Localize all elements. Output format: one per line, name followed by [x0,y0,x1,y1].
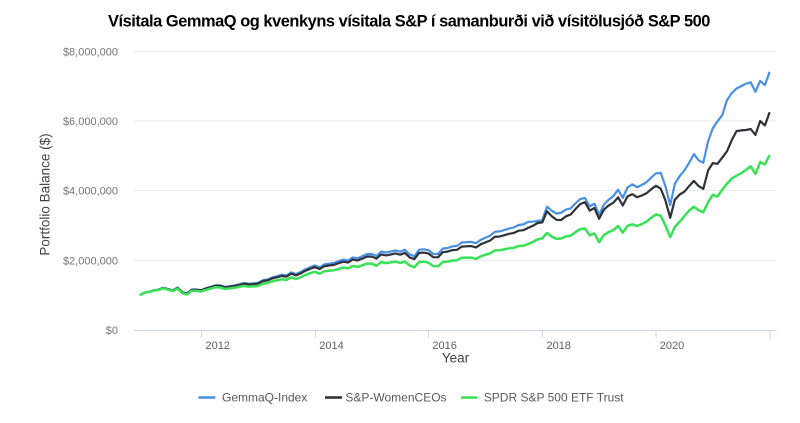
svg-text:2014: 2014 [319,340,343,352]
svg-text:Year: Year [442,351,470,366]
svg-text:2016: 2016 [432,340,456,352]
svg-text:$8,000,000: $8,000,000 [63,47,118,59]
svg-text:$2,000,000: $2,000,000 [63,256,118,268]
svg-text:$0: $0 [106,325,118,337]
svg-text:S&P-WomenCEOs: S&P-WomenCEOs [345,391,446,405]
svg-text:$6,000,000: $6,000,000 [63,116,118,128]
svg-text:Vísitala GemmaQ og kvenkyns ví: Vísitala GemmaQ og kvenkyns vísitala S&P… [108,13,710,31]
svg-text:Portfolio Balance ($): Portfolio Balance ($) [38,133,53,255]
svg-text:$4,000,000: $4,000,000 [63,186,118,198]
svg-text:2020: 2020 [660,340,684,352]
svg-text:SPDR S&P 500 ETF Trust: SPDR S&P 500 ETF Trust [484,391,624,405]
svg-text:2012: 2012 [205,340,229,352]
svg-text:2018: 2018 [546,340,570,352]
svg-text:GemmaQ-Index: GemmaQ-Index [222,391,307,405]
